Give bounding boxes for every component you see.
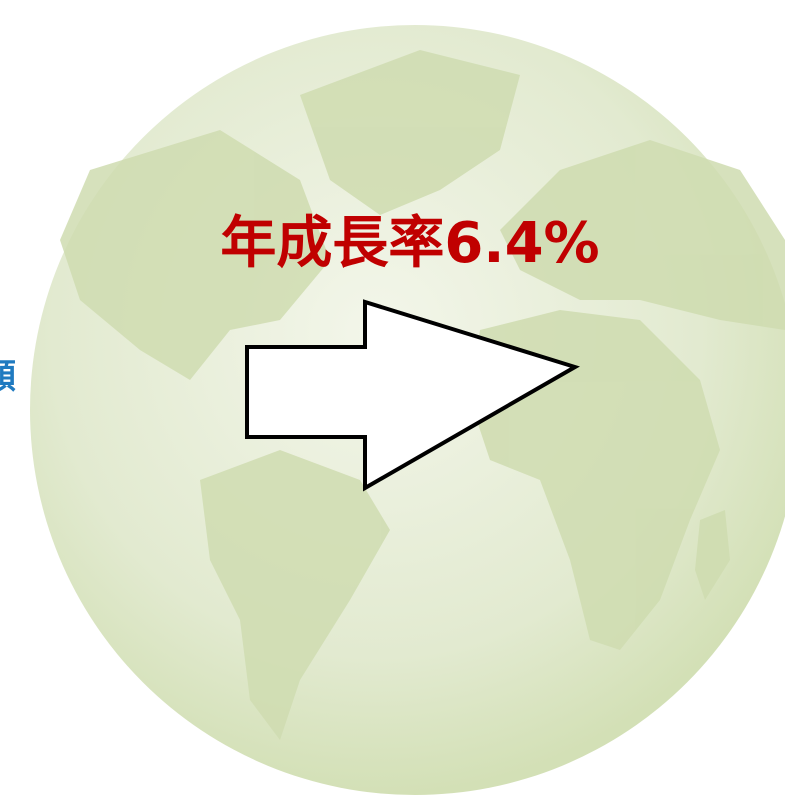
slide: 年成長率6.4% 額 [0, 0, 785, 795]
side-label: 額 [0, 357, 16, 397]
page: 年成長率6.4% 額 (() => { const data = JSON.pa… [0, 0, 785, 795]
headline: 年成長率6.4% [220, 211, 599, 276]
